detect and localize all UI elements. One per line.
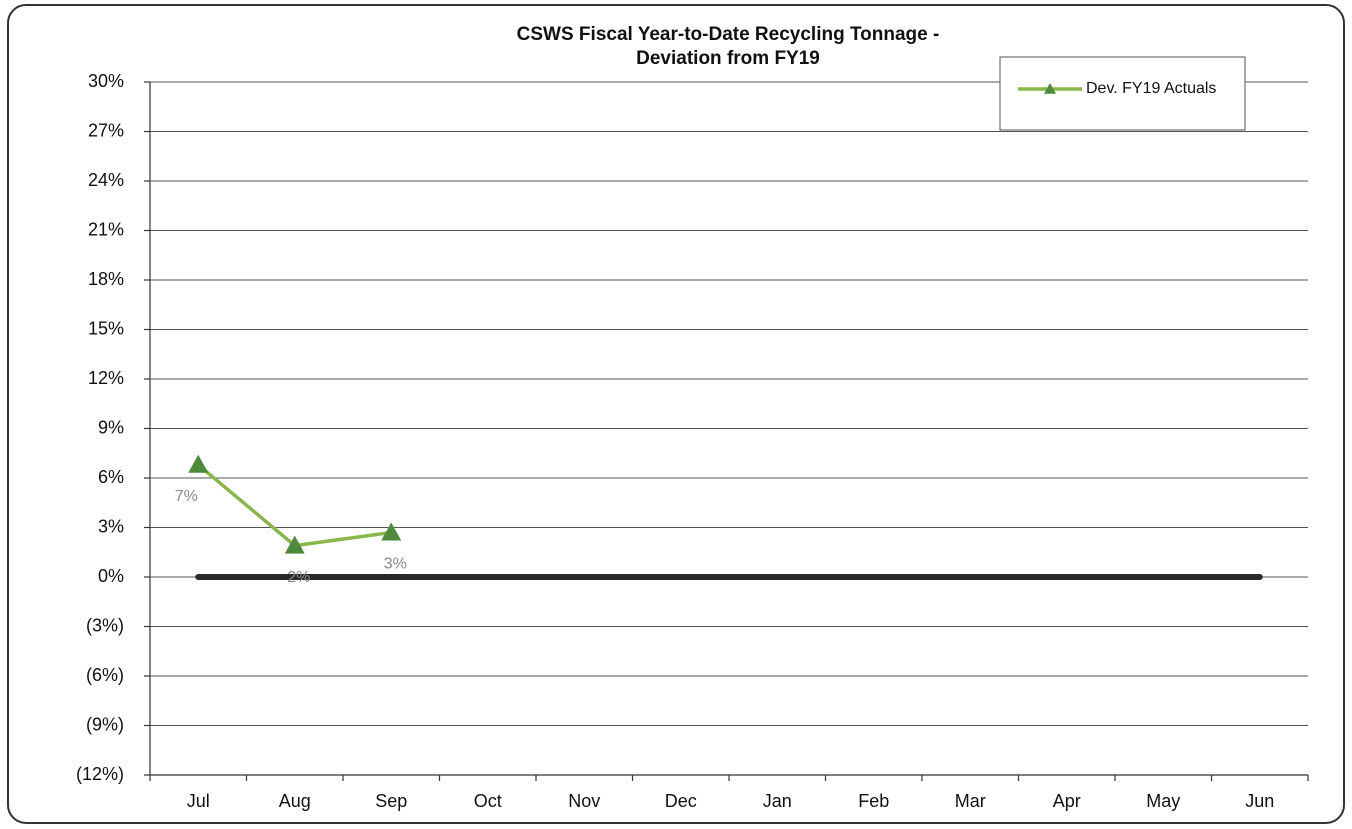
data-label: 2%: [287, 569, 310, 586]
point-marker: [188, 454, 209, 473]
x-tick-label: May: [1146, 791, 1180, 811]
y-tick-label: 21%: [88, 219, 124, 239]
x-tick-label: Jun: [1245, 791, 1274, 811]
y-tick-label: 30%: [88, 71, 124, 91]
legend-marker: [1044, 83, 1056, 94]
x-tick-label: Apr: [1053, 791, 1081, 811]
chart-subtitle: Deviation from FY19: [636, 48, 820, 69]
x-tick-label: Jul: [187, 791, 210, 811]
x-tick-label: Dec: [665, 791, 697, 811]
y-tick-label: 3%: [98, 516, 124, 536]
x-tick-label: Mar: [955, 791, 986, 811]
y-tick-label: 27%: [88, 120, 124, 140]
chart-title: CSWS Fiscal Year-to-Date Recycling Tonna…: [517, 24, 940, 45]
y-tick-label: 6%: [98, 467, 124, 487]
y-tick-label: 15%: [88, 318, 124, 338]
data-label: 3%: [384, 556, 407, 573]
legend-label: Dev. FY19 Actuals: [1086, 80, 1216, 97]
x-tick-label: Jan: [763, 791, 792, 811]
y-tick-label: (12%): [76, 764, 124, 784]
y-tick-label: 0%: [98, 566, 124, 586]
x-tick-label: Feb: [858, 791, 889, 811]
y-tick-label: (6%): [86, 665, 124, 685]
x-tick-label: Oct: [474, 791, 502, 811]
y-tick-label: (9%): [86, 714, 124, 734]
x-tick-label: Nov: [568, 791, 600, 811]
chart-frame: [7, 4, 1345, 824]
y-tick-label: 12%: [88, 368, 124, 388]
y-tick-label: 24%: [88, 170, 124, 190]
y-tick-label: (3%): [86, 615, 124, 635]
y-tick-label: 9%: [98, 417, 124, 437]
point-marker: [381, 522, 402, 541]
data-label: 7%: [175, 488, 198, 505]
point-marker: [284, 535, 305, 554]
x-tick-label: Sep: [375, 791, 407, 811]
legend-box: [999, 56, 1246, 131]
x-tick-label: Aug: [279, 791, 311, 811]
y-tick-label: 18%: [88, 269, 124, 289]
